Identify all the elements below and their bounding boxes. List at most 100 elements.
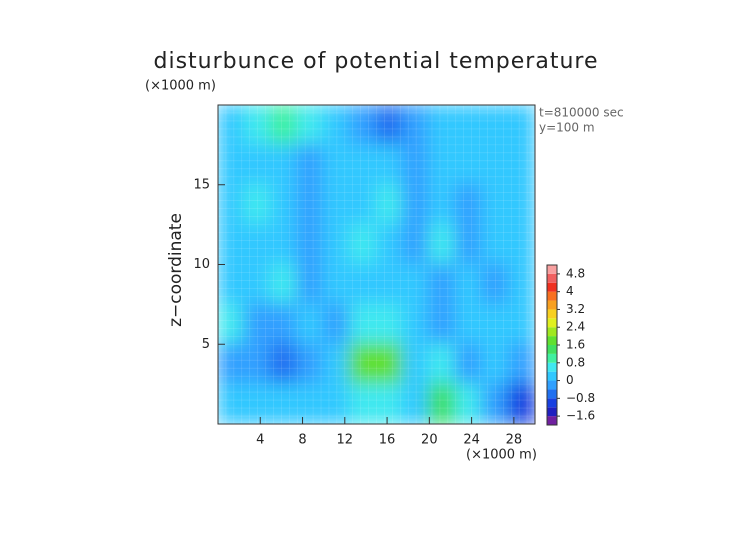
x-tick-label: 20 (421, 433, 438, 448)
cell (218, 105, 246, 146)
cell (349, 383, 378, 424)
axes: 4 8 12 16 20 24 28 5 10 15 4.8 4 3.2 2.4 1.6 0.8 0 −0.8 −1… (193, 104, 595, 448)
cell (218, 183, 246, 226)
cell (243, 223, 272, 266)
cell (322, 383, 352, 424)
colorbar-swatch (547, 345, 557, 354)
cell (481, 383, 510, 424)
cell (481, 343, 510, 386)
cell (296, 105, 325, 146)
cell (296, 303, 325, 346)
cell (269, 343, 299, 386)
cell (507, 303, 535, 346)
cell (428, 183, 457, 226)
cell (375, 303, 404, 346)
cell (507, 223, 535, 266)
cell (269, 303, 299, 346)
colorbar-label: 0 (566, 373, 574, 387)
cell (349, 183, 378, 226)
cell (428, 383, 457, 424)
cell (218, 383, 246, 424)
cell (322, 105, 352, 146)
cell (269, 223, 299, 266)
cell (322, 183, 352, 226)
x-unit: (×1000 m) (466, 448, 537, 463)
colorbar-swatch (547, 309, 557, 319)
cell (322, 263, 352, 306)
cell (428, 143, 457, 186)
x-tick-label: 12 (337, 433, 354, 448)
cell (218, 343, 246, 386)
colorbar-swatch (547, 371, 557, 381)
cell (218, 223, 246, 266)
cell (296, 183, 325, 226)
cell (243, 183, 272, 226)
cell (243, 105, 272, 146)
cell (322, 303, 352, 346)
colorbar-swatch (547, 265, 557, 274)
cell (454, 223, 484, 266)
colorbar-swatch (547, 273, 557, 283)
cell (507, 143, 535, 186)
cell (481, 303, 510, 346)
cell (481, 183, 510, 226)
cell (375, 223, 404, 266)
cell (454, 263, 484, 306)
colorbar-swatch (547, 380, 557, 390)
cell (375, 183, 404, 226)
y-tick-label: 10 (193, 257, 210, 272)
cell (507, 343, 535, 386)
cell (218, 263, 246, 306)
y-unit: (×1000 m) (145, 79, 216, 94)
cell (454, 303, 484, 346)
colorbar-label: 0.8 (566, 355, 585, 369)
cell (322, 343, 352, 386)
cell (454, 343, 484, 386)
x-tick-label: 4 (256, 433, 264, 448)
cell (481, 223, 510, 266)
cell (349, 143, 378, 186)
cell (218, 143, 246, 186)
y-tick-label: 15 (193, 177, 210, 192)
cell (454, 383, 484, 424)
cell (428, 223, 457, 266)
cell (243, 143, 272, 186)
colorbar-swatch (547, 353, 557, 363)
cell (481, 263, 510, 306)
cell (375, 105, 404, 146)
y-tick-label: 5 (202, 337, 210, 352)
colorbar-swatch (547, 300, 557, 310)
cell (507, 105, 535, 146)
cell (296, 143, 325, 186)
cell (375, 343, 404, 386)
cell (296, 383, 325, 424)
colorbar-swatch (547, 389, 557, 399)
cell (218, 303, 246, 346)
field (218, 105, 535, 424)
cell (454, 183, 484, 226)
colorbar-swatch (547, 407, 557, 417)
cell (428, 105, 457, 146)
colorbar-swatch (547, 362, 557, 372)
annotation: y=100 m (539, 121, 595, 135)
cell (322, 223, 352, 266)
cell (454, 143, 484, 186)
cell (401, 183, 431, 226)
colorbar-label: 3.2 (566, 302, 585, 316)
cell (401, 383, 431, 424)
cell (375, 263, 404, 306)
colorbar-label: 4 (566, 284, 574, 298)
cell (375, 143, 404, 186)
cell (269, 143, 299, 186)
x-tick-label: 16 (379, 433, 396, 448)
cell (243, 303, 272, 346)
colorbar-label: −0.8 (566, 391, 595, 405)
colorbar-swatch (547, 318, 557, 328)
cell (349, 303, 378, 346)
cells (218, 105, 535, 424)
cell (243, 343, 272, 386)
annotation: t=810000 sec (539, 106, 624, 120)
cell (349, 263, 378, 306)
x-tick-label: 28 (506, 433, 523, 448)
